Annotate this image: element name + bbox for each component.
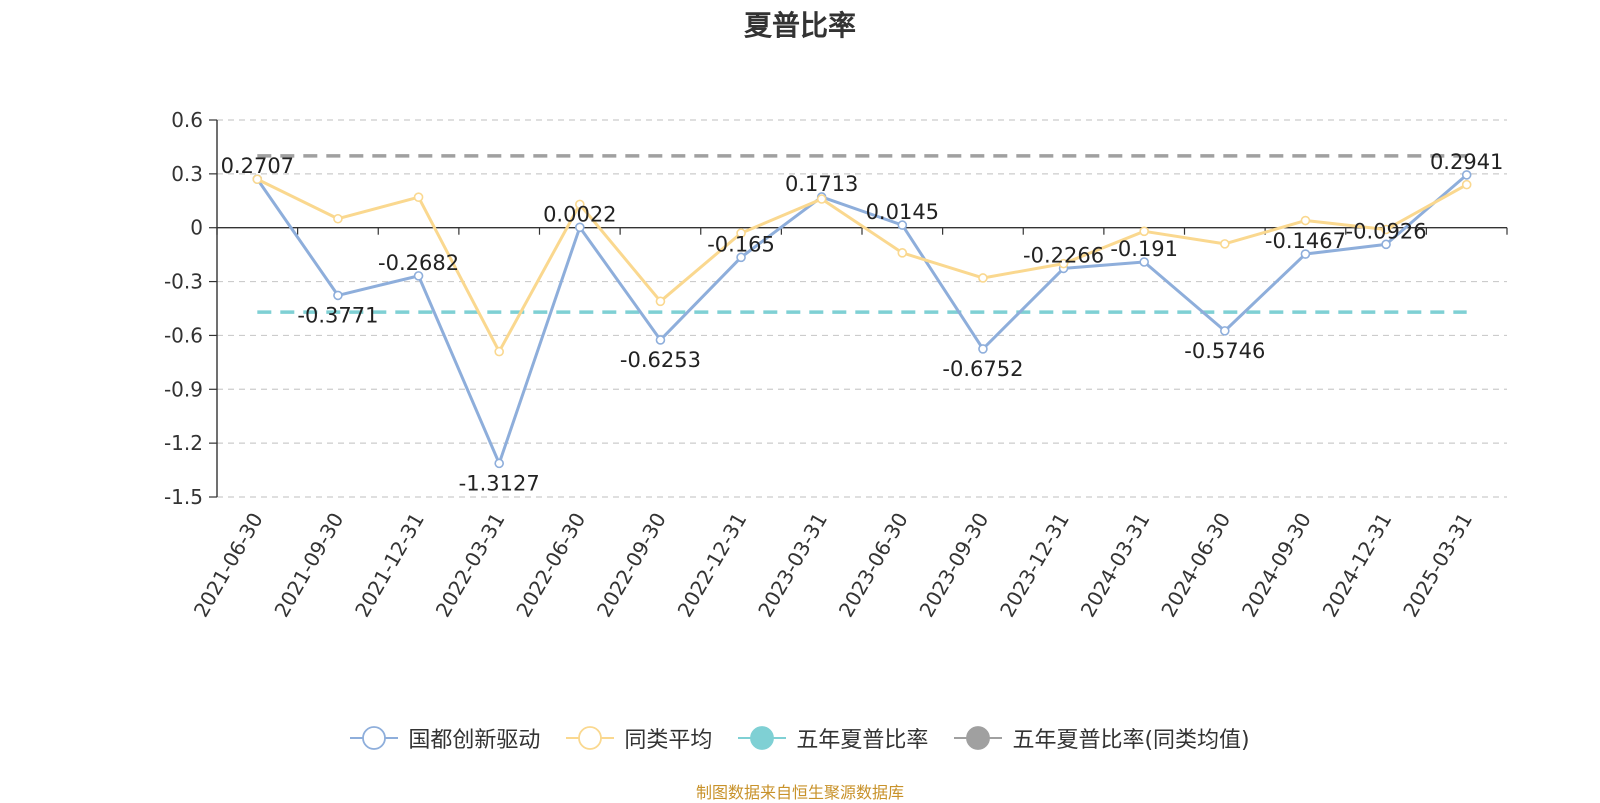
x-tick-label: 2021-12-31	[350, 509, 429, 622]
peer-average-point	[1300, 215, 1311, 226]
data-label: -0.165	[707, 232, 775, 256]
x-tick-label: 2023-03-31	[753, 509, 832, 622]
fund-point	[736, 252, 746, 263]
grid-layer	[217, 119, 1507, 498]
legend-item[interactable]: 国都创新驱动	[350, 722, 540, 754]
data-label: -0.6752	[942, 357, 1023, 381]
data-label: -1.3127	[459, 471, 540, 495]
fund-point	[978, 344, 988, 354]
x-tick-label: 2022-03-31	[431, 509, 510, 622]
fund-point	[655, 335, 666, 345]
legend-item[interactable]: 同类平均	[566, 722, 712, 754]
peer-average-point	[1139, 226, 1149, 237]
data-label: -0.1467	[1265, 229, 1346, 253]
data-label: -0.2682	[378, 251, 459, 275]
legend-item[interactable]: 五年夏普比率(同类均值)	[954, 722, 1250, 754]
y-tick-label: 0.6	[171, 108, 203, 132]
legend-marker-icon	[350, 726, 399, 750]
data-label: 0.1713	[785, 172, 858, 196]
data-label: 0.0022	[543, 202, 616, 226]
x-tick-label: 2023-09-30	[914, 509, 993, 622]
series-layer	[252, 170, 1472, 469]
data-label: -0.2266	[1023, 243, 1104, 267]
x-tick-label: 2021-06-30	[189, 509, 268, 622]
fund-point	[575, 222, 585, 233]
y-tick-label: -0.6	[164, 323, 203, 347]
peer-average-point	[1381, 224, 1391, 235]
legend-marker-icon	[738, 726, 787, 750]
y-tick-label: -1.2	[164, 431, 203, 455]
x-tick-label: 2022-12-31	[672, 509, 751, 622]
peer-average-point	[333, 213, 343, 224]
chart-title: 夏普比率	[743, 9, 856, 42]
fund-line	[256, 173, 1468, 465]
data-label: -0.191	[1110, 237, 1178, 261]
data-label: -0.0926	[1346, 219, 1427, 243]
x-tick-label: 2022-09-30	[592, 509, 671, 622]
peer-average-point	[1461, 179, 1472, 190]
peer-average-point	[736, 228, 746, 238]
x-tick-label: 2024-06-30	[1156, 509, 1235, 622]
x-tick-label: 2025-03-31	[1398, 509, 1477, 622]
legend: 国都创新驱动 同类平均 五年夏普比率 五年夏普比率(同类均值)	[0, 722, 1600, 754]
fund-point	[333, 290, 343, 301]
data-label: -0.6253	[620, 348, 701, 372]
x-tick-label: 2024-09-30	[1237, 509, 1316, 622]
x-tick-label: 2024-03-31	[1076, 509, 1155, 622]
data-labels: 0.2707 -0.3771 -0.2682 -1.3127 0.0022 -0.6253…	[221, 150, 1504, 495]
legend-marker-icon	[566, 726, 615, 750]
y-tick-label: 0	[190, 216, 203, 240]
x-tick-label: 2023-06-30	[834, 509, 913, 622]
data-label: 0.0145	[866, 200, 939, 224]
x-tick-label: 2021-09-30	[269, 509, 348, 622]
legend-label: 五年夏普比率	[796, 728, 929, 753]
peer-average-point	[897, 248, 908, 258]
fund-point	[1220, 326, 1230, 336]
peer-average-point	[978, 273, 988, 283]
peer-average-point	[494, 346, 504, 357]
data-label: 0.2707	[221, 154, 294, 178]
fund-point	[1139, 257, 1149, 267]
y-tick-label: -0.9	[164, 377, 203, 401]
peer-average-point	[1220, 239, 1230, 249]
y-tick-label: -1.5	[164, 485, 203, 509]
x-tick-label: 2023-12-31	[995, 509, 1074, 622]
data-label: -0.3771	[297, 303, 378, 327]
peer-average-point	[655, 296, 666, 307]
legend-label: 同类平均	[624, 728, 713, 753]
fund-point	[413, 271, 424, 281]
fund-point	[494, 458, 504, 469]
peer-average-line	[256, 177, 1468, 354]
peer-average-point	[1058, 258, 1069, 269]
data-label: -0.5746	[1184, 339, 1265, 363]
fund-point	[897, 220, 908, 230]
x-tick-label: 2022-06-30	[511, 509, 590, 622]
y-tick-label: -0.3	[164, 270, 203, 294]
fund-point	[1300, 249, 1311, 259]
legend-label: 五年夏普比率(同类均值)	[1012, 728, 1250, 753]
y-tick-label: 0.3	[171, 162, 203, 186]
peer-average-point	[816, 194, 827, 204]
peer-average-point	[575, 199, 585, 210]
data-label: 0.2941	[1430, 150, 1503, 174]
peer-average-point	[252, 174, 263, 185]
source-note: 制图数据来自恒生聚源数据库	[695, 783, 904, 802]
fund-point	[1461, 170, 1472, 180]
legend-label: 国都创新驱动	[408, 728, 541, 753]
legend-marker-icon	[954, 726, 1003, 750]
legend-item[interactable]: 五年夏普比率	[738, 722, 928, 754]
reference-lines	[257, 154, 1467, 314]
x-tick-label: 2024-12-31	[1317, 509, 1396, 622]
peer-average-point	[413, 192, 424, 202]
fund-point	[1381, 239, 1391, 250]
